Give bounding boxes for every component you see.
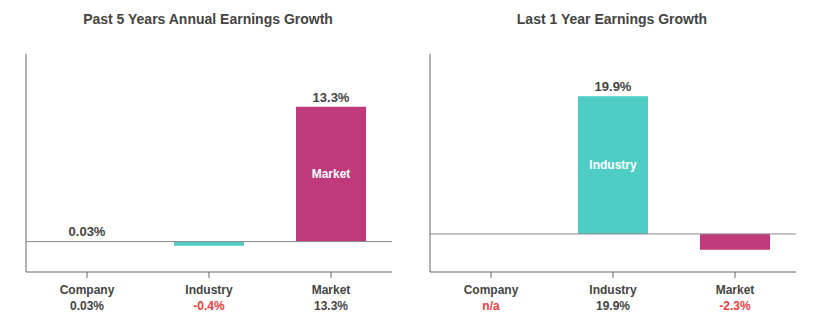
svg-text:Market-2.3%: Market-2.3% bbox=[716, 283, 755, 313]
html-text:Last 1 Year Earnings Growth: Last 1 Year Earnings Growth bbox=[516, 11, 708, 27]
svg-text:Market13.3%: Market13.3% bbox=[312, 283, 351, 313]
svg-text:Industry-0.4%: Industry-0.4% bbox=[185, 283, 233, 313]
svg-text:19.9%: 19.9% bbox=[595, 79, 632, 94]
svg-text:Company0.03%: Company0.03% bbox=[60, 283, 115, 313]
svg-text:Industry: Industry bbox=[589, 158, 637, 172]
svg-text:13.3%: 13.3% bbox=[313, 90, 350, 105]
html-text:Past 5 Years Annual Earnings G: Past 5 Years Annual Earnings Growth bbox=[83, 11, 333, 27]
svg-text:Companyn/a: Companyn/a bbox=[464, 283, 519, 313]
svg-text:Industry19.9%: Industry19.9% bbox=[589, 283, 637, 313]
svg-text:0.03%: 0.03% bbox=[69, 224, 106, 239]
svg-text:Market: Market bbox=[312, 167, 351, 181]
